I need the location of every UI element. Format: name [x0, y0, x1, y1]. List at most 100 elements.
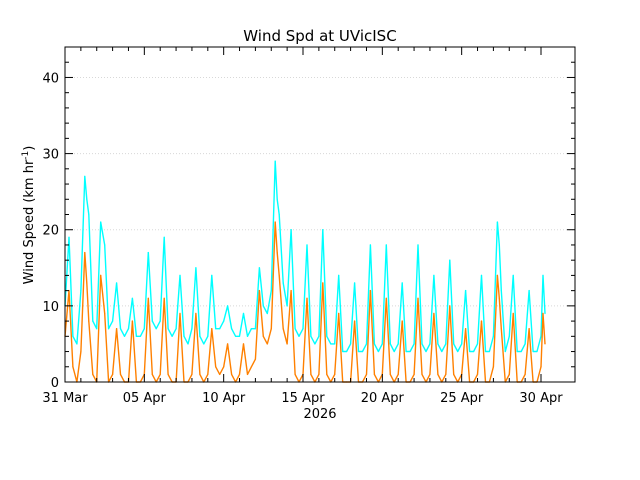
x-tick-label: 05 Apr	[123, 391, 167, 406]
data-point	[175, 328, 177, 330]
x-tick-label: 15 Apr	[281, 391, 325, 406]
data-point	[215, 328, 217, 330]
data-point	[492, 335, 494, 337]
data-point	[492, 366, 494, 368]
data-point	[484, 350, 487, 353]
data-point	[520, 350, 522, 353]
data-point	[76, 343, 78, 345]
data-point	[540, 366, 542, 368]
data-point	[116, 328, 118, 330]
y-tick-label: 0	[51, 376, 59, 391]
data-point	[112, 320, 114, 322]
data-point	[68, 236, 70, 238]
data-point	[354, 320, 356, 322]
data-point	[373, 343, 375, 345]
data-point	[127, 328, 130, 330]
data-point	[227, 305, 229, 307]
data-point	[465, 290, 467, 292]
data-point	[159, 320, 161, 322]
data-point	[195, 312, 197, 315]
data-point	[282, 328, 284, 330]
data-point	[298, 335, 300, 337]
data-point	[445, 343, 447, 345]
data-point	[171, 335, 173, 337]
data-point	[250, 366, 252, 368]
data-point	[290, 229, 292, 231]
data-point	[496, 274, 498, 276]
data-point	[242, 312, 245, 315]
data-point	[357, 350, 360, 353]
data-point	[433, 312, 435, 315]
data-point	[373, 373, 375, 375]
data-point	[167, 373, 169, 375]
data-point	[429, 373, 431, 375]
data-point	[397, 373, 399, 375]
data-point	[294, 373, 296, 375]
data-point	[338, 312, 340, 315]
data-point	[147, 252, 149, 254]
data-point	[417, 244, 419, 246]
data-point	[270, 290, 272, 292]
data-point	[536, 350, 538, 353]
data-point	[231, 328, 233, 330]
data-point	[413, 373, 415, 375]
data-point	[429, 343, 431, 345]
data-point	[163, 236, 165, 238]
x-axis-label: 2026	[303, 407, 336, 422]
data-point	[84, 252, 86, 254]
data-point	[421, 343, 423, 345]
data-point	[86, 282, 88, 284]
data-point	[119, 328, 122, 330]
data-point	[262, 335, 264, 337]
data-point	[500, 290, 502, 292]
data-point	[449, 259, 451, 261]
data-point	[361, 350, 364, 353]
data-point	[441, 350, 443, 353]
data-point	[100, 221, 102, 223]
data-point	[544, 343, 546, 345]
data-point	[278, 274, 280, 276]
data-point	[473, 350, 475, 353]
data-point	[350, 343, 352, 345]
data-point	[270, 328, 272, 330]
data-point	[211, 328, 213, 330]
data-point	[498, 297, 500, 299]
data-point	[151, 373, 153, 375]
series-line	[64, 160, 546, 353]
data-point	[286, 305, 288, 307]
data-point	[159, 373, 161, 375]
data-point	[524, 373, 526, 375]
data-point	[88, 320, 90, 322]
y-tick-label: 30	[42, 148, 59, 163]
data-point	[119, 373, 122, 375]
data-point	[314, 343, 316, 345]
data-point	[258, 267, 260, 269]
data-point	[286, 343, 288, 345]
x-tick-label: 25 Apr	[440, 391, 484, 406]
data-point	[123, 335, 126, 337]
x-tick-label: 10 Apr	[202, 391, 246, 406]
data-point	[496, 221, 498, 223]
data-point	[542, 312, 544, 315]
data-point	[508, 335, 510, 337]
data-point	[207, 335, 209, 337]
data-point	[238, 373, 241, 375]
data-point	[476, 343, 479, 345]
data-point	[310, 373, 312, 375]
data-point	[246, 335, 249, 337]
data-point	[326, 373, 328, 375]
y-tick-label: 40	[42, 71, 59, 86]
data-point	[211, 274, 213, 276]
data-point	[421, 373, 423, 375]
data-point	[179, 274, 181, 276]
y-axis-label-superscript: -1	[21, 151, 31, 160]
x-tick-label: 31 Mar	[42, 391, 88, 406]
data-point	[223, 366, 225, 368]
data-point	[199, 373, 201, 375]
data-point	[207, 373, 209, 375]
data-point	[401, 320, 403, 322]
data-point	[334, 373, 336, 375]
data-point	[246, 373, 249, 375]
